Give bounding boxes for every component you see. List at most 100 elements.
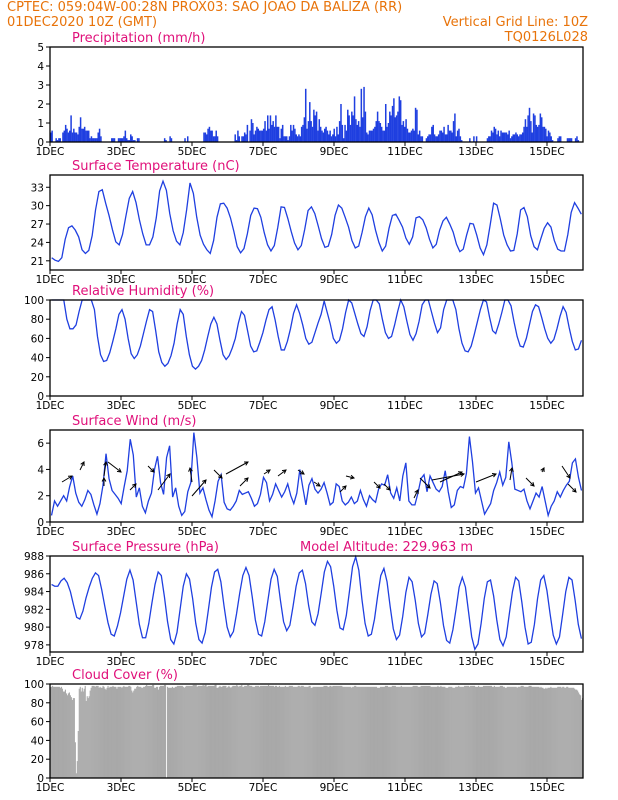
bar xyxy=(225,685,227,778)
bar xyxy=(441,686,443,778)
bar xyxy=(113,138,116,142)
bar xyxy=(312,686,314,778)
bar xyxy=(246,685,248,778)
bar xyxy=(481,686,484,778)
bar xyxy=(128,140,131,142)
bar xyxy=(74,132,76,142)
bar xyxy=(61,688,64,778)
bar xyxy=(158,686,161,778)
bar xyxy=(299,136,302,142)
bar xyxy=(308,685,310,778)
bar xyxy=(498,136,501,142)
bar xyxy=(557,686,559,778)
bar xyxy=(306,128,308,142)
wind-arrow xyxy=(373,481,381,489)
bar xyxy=(73,698,75,778)
bar xyxy=(93,138,95,142)
bar xyxy=(519,686,521,778)
wind-arrow-head xyxy=(132,483,137,488)
bar xyxy=(148,685,150,778)
bar xyxy=(419,686,421,778)
bar xyxy=(366,132,368,142)
bar xyxy=(390,115,392,142)
bar xyxy=(242,686,244,778)
bar xyxy=(368,686,370,778)
bar xyxy=(383,130,386,142)
bar xyxy=(479,686,482,778)
bar xyxy=(305,686,307,778)
bar xyxy=(341,685,343,778)
bar xyxy=(422,685,424,778)
bar xyxy=(288,136,291,142)
bar xyxy=(284,685,286,778)
bar xyxy=(184,686,186,778)
bar xyxy=(115,686,117,778)
bar xyxy=(263,685,266,778)
bar xyxy=(207,685,209,778)
bar xyxy=(549,132,551,142)
x-tick-label: 7DEC xyxy=(249,146,278,158)
bar xyxy=(353,686,355,778)
bar xyxy=(315,686,317,778)
bar xyxy=(280,128,283,142)
bar xyxy=(247,684,249,778)
bar xyxy=(134,140,136,142)
y-tick-label: 0 xyxy=(37,517,44,529)
bar xyxy=(366,686,368,778)
bar xyxy=(573,687,575,778)
bar xyxy=(467,685,469,778)
bar xyxy=(332,685,334,778)
bar xyxy=(127,140,129,142)
bar xyxy=(132,692,134,778)
bar xyxy=(426,685,428,778)
bar xyxy=(539,687,541,778)
bar xyxy=(464,685,466,778)
bar xyxy=(265,685,268,778)
bar xyxy=(300,685,302,778)
bar xyxy=(559,686,561,778)
bar xyxy=(485,685,488,778)
bar xyxy=(237,130,239,142)
bar xyxy=(296,136,299,142)
bar xyxy=(459,686,461,778)
bar xyxy=(156,686,158,778)
bar xyxy=(260,130,262,142)
bar xyxy=(383,686,386,778)
wind-arrow xyxy=(61,475,73,483)
bar xyxy=(372,686,375,778)
bar xyxy=(242,136,245,142)
bar xyxy=(283,136,285,142)
bar xyxy=(349,124,352,142)
bar xyxy=(203,685,205,778)
bar xyxy=(85,130,87,142)
bar xyxy=(238,136,241,142)
bar xyxy=(558,136,561,142)
bar xyxy=(416,685,418,778)
wind-arrow xyxy=(129,483,137,491)
bar xyxy=(302,685,304,778)
bar xyxy=(95,685,97,778)
wind-arrow xyxy=(339,485,347,493)
bar xyxy=(371,686,374,778)
bar xyxy=(439,130,441,142)
bar xyxy=(224,685,226,778)
wind-arrow xyxy=(509,467,513,481)
bar xyxy=(408,686,410,778)
bar xyxy=(96,138,98,142)
wind-arrow-head xyxy=(265,469,271,474)
bar xyxy=(169,136,171,142)
bar xyxy=(280,686,282,778)
bar xyxy=(504,687,506,778)
wind-arrow-head xyxy=(315,482,321,487)
bar xyxy=(208,126,211,142)
bar xyxy=(559,136,562,142)
bar xyxy=(292,124,295,142)
wind-arrow xyxy=(103,461,107,477)
bar xyxy=(322,686,324,778)
y-tick-label: 33 xyxy=(31,182,44,194)
bar xyxy=(452,687,454,778)
bar xyxy=(301,685,303,778)
bar xyxy=(532,113,535,142)
bar xyxy=(359,126,361,142)
bar xyxy=(64,124,67,142)
